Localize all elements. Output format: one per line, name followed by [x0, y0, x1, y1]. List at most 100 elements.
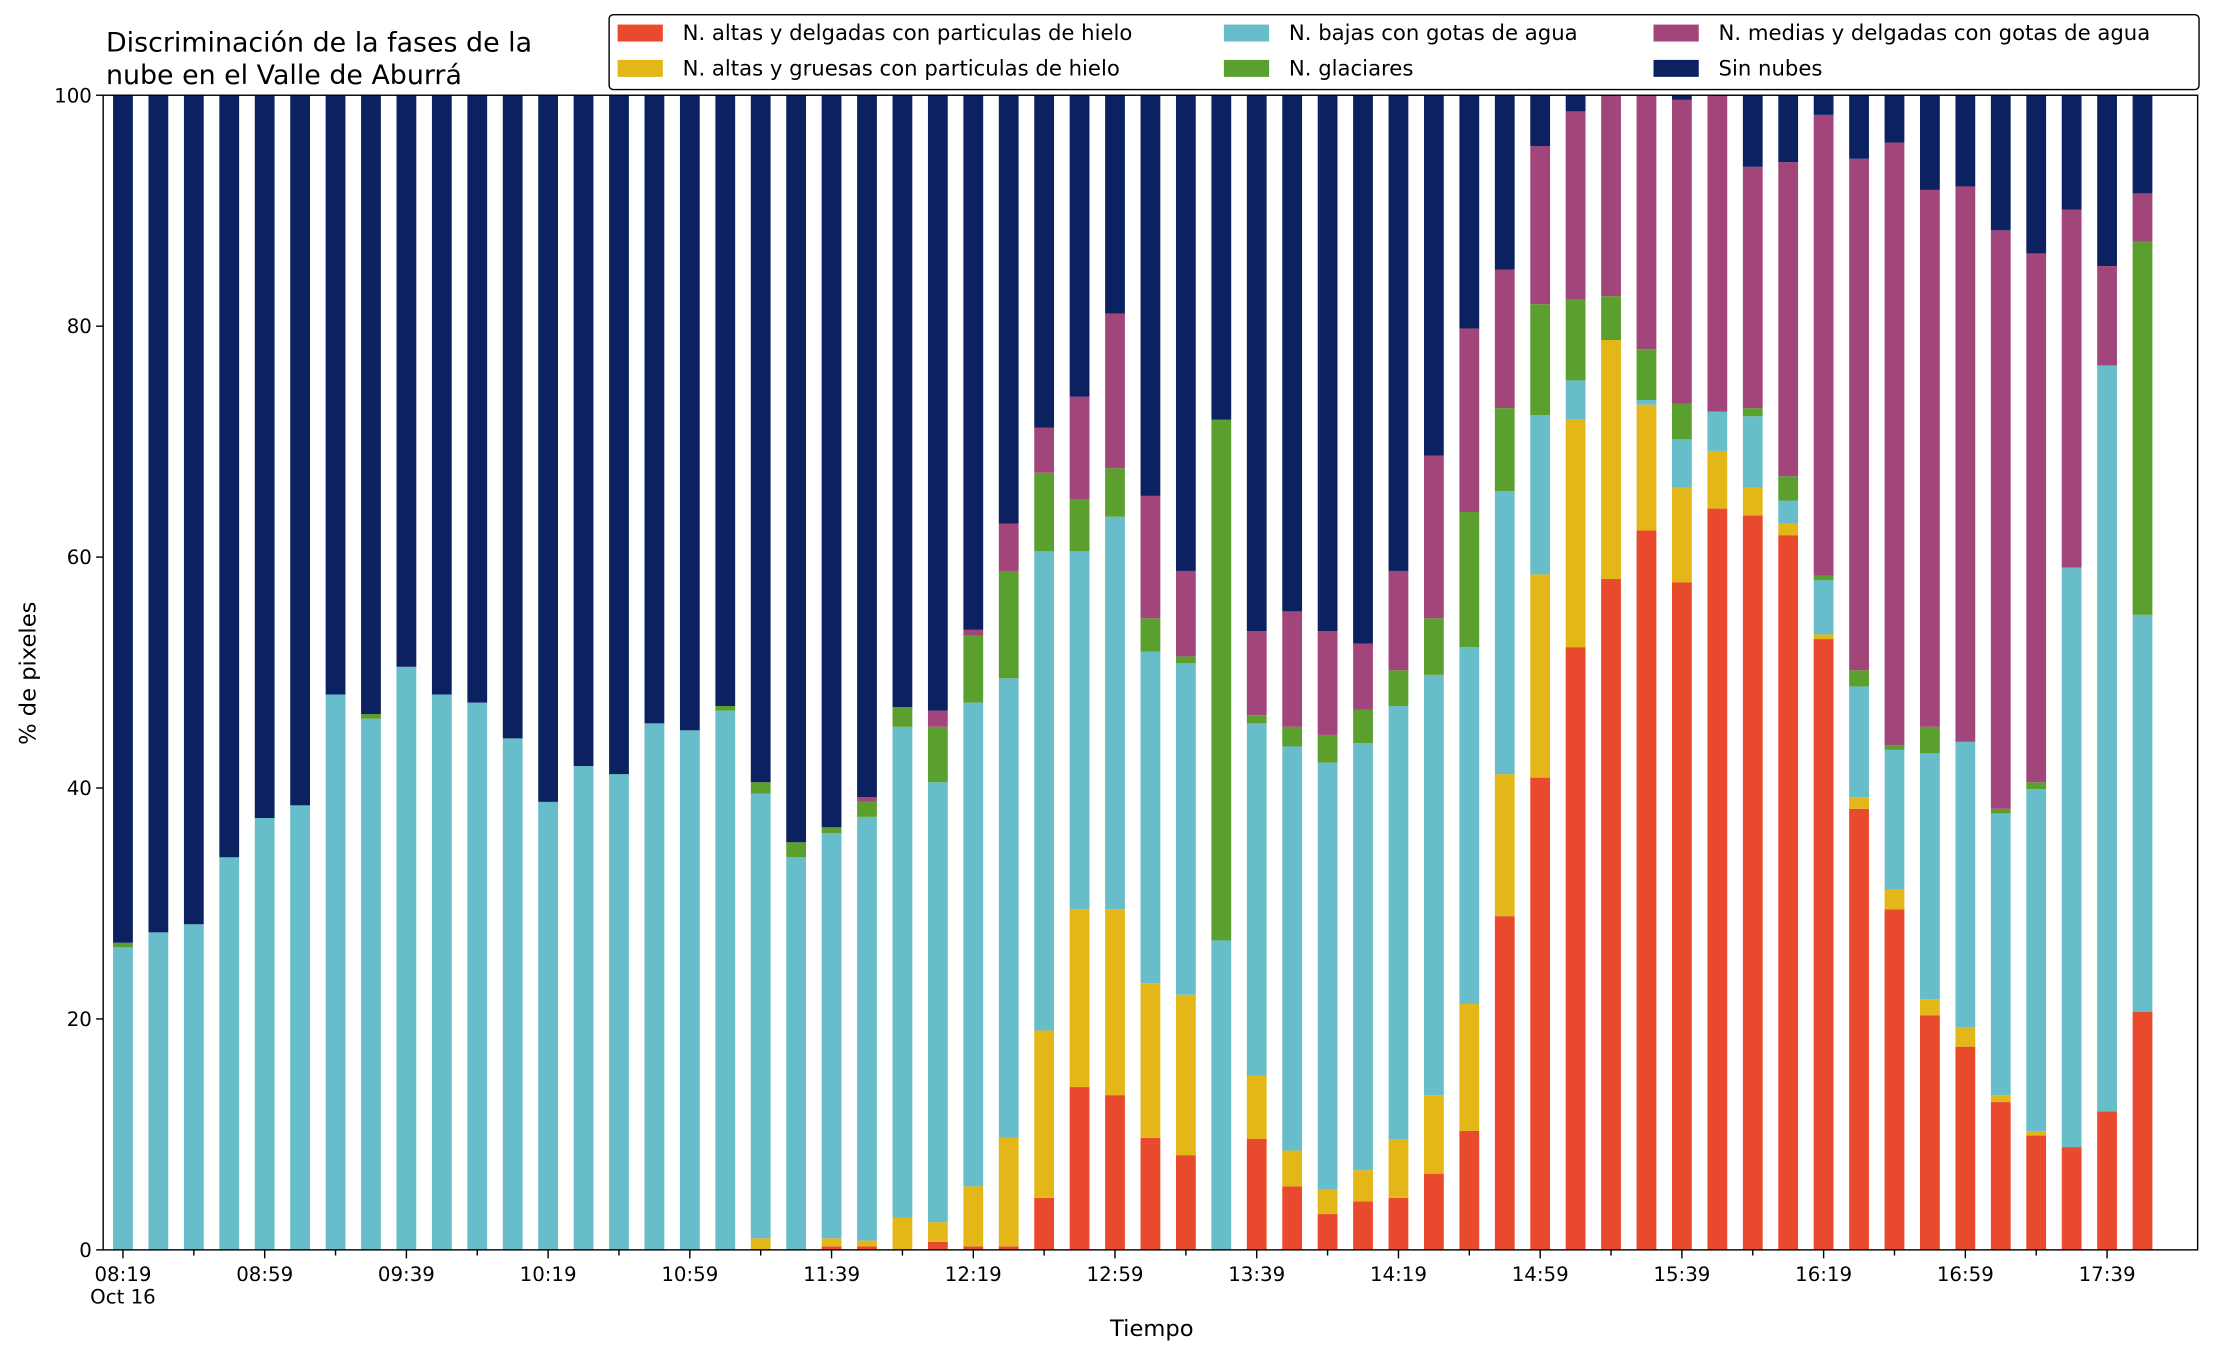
legend-swatch	[1653, 59, 1699, 77]
bar-segment	[644, 723, 665, 1250]
x-tick-label: 08:59	[236, 1263, 293, 1286]
bar-segment	[750, 782, 771, 794]
x-tick-label: 08:19	[94, 1263, 151, 1286]
legend-label: N. glaciares	[1289, 55, 1413, 80]
bar-segment	[1317, 630, 1338, 735]
bar-segment	[1246, 723, 1267, 1076]
bar-segment	[431, 694, 452, 1250]
bar-segment	[1069, 1087, 1090, 1250]
bar-segment	[1565, 647, 1586, 1250]
bar-segment	[361, 714, 381, 719]
bar-segment	[1601, 579, 1621, 1250]
bar-segment	[1849, 95, 1869, 159]
bar-segment	[2097, 1111, 2117, 1250]
bar-segment	[1034, 95, 1055, 428]
bar-segment	[1920, 753, 1940, 1000]
y-tick-label: 20	[67, 1008, 92, 1031]
bar-segment	[1778, 523, 1799, 536]
bar-segment	[1530, 574, 1551, 778]
bar-segment	[1742, 515, 1763, 1250]
bar-segment	[1813, 114, 1834, 576]
bar-segment	[1707, 95, 1728, 412]
bar-segment	[2132, 95, 2153, 194]
bar-segment	[1282, 95, 1303, 612]
bar-segment	[998, 1137, 1019, 1247]
bar-segment	[254, 95, 275, 819]
bar-segment	[290, 805, 310, 1250]
x-tick-label: 17:39	[2079, 1263, 2136, 1286]
bar-segment	[1636, 95, 1657, 350]
plot-frame	[102, 94, 2199, 1251]
bar-segment	[1849, 686, 1869, 798]
bar-segment	[1388, 95, 1409, 571]
bar-segment	[1423, 1095, 1444, 1174]
chart-title: nube en el Valle de Aburrá	[106, 60, 462, 91]
legend-swatch	[617, 24, 663, 42]
bar-segment	[2132, 614, 2153, 1013]
x-tick-label: 11:39	[803, 1263, 860, 1286]
bar-segment	[502, 95, 523, 739]
bar-segment	[1494, 269, 1515, 409]
bar-segment	[467, 702, 488, 1250]
bar-segment	[1565, 419, 1586, 648]
bar-segment	[927, 1222, 948, 1242]
bar-segment	[1388, 570, 1409, 671]
bar-segment	[1955, 186, 1976, 742]
bar-segment	[1034, 472, 1055, 552]
y-tick-label: 40	[67, 777, 92, 800]
bar-segment	[1423, 95, 1444, 456]
bar-segment	[1282, 611, 1303, 727]
bar-segment	[1388, 670, 1409, 707]
bar-segment	[361, 718, 381, 1250]
bar-segment	[1990, 95, 2011, 231]
bar-segment	[998, 1246, 1019, 1250]
bar-segment	[1884, 745, 1905, 750]
bar-segment	[1353, 742, 1373, 1171]
bar-segment	[1175, 1155, 1196, 1250]
bar-segment	[1069, 909, 1090, 1088]
x-tick-label: 16:19	[1795, 1263, 1852, 1286]
bar-segment	[1246, 95, 1267, 631]
bar-segment	[1813, 575, 1834, 581]
bar-segment	[1034, 551, 1055, 1031]
bar-segment	[1246, 1139, 1267, 1250]
x-tick-label: 13:39	[1228, 1263, 1285, 1286]
bar-segment	[821, 1238, 842, 1247]
bar-segment	[927, 95, 948, 711]
bar-segment	[1565, 299, 1586, 381]
bar-segment	[857, 1246, 877, 1250]
bar-segment	[1990, 1102, 2011, 1250]
bar-segment	[1849, 670, 1869, 687]
legend: N. altas y delgadas con particulas de hi…	[608, 13, 2200, 91]
bar-segment	[1317, 95, 1338, 631]
bar-segment	[1140, 618, 1161, 652]
bar-segment	[1317, 762, 1338, 1190]
bar-segment	[715, 706, 736, 711]
bar-segment	[1530, 415, 1551, 575]
x-tick-label: 16:59	[1937, 1263, 1994, 1286]
y-tick-label: 100	[54, 84, 92, 107]
bar-segment	[1423, 618, 1444, 675]
bar-segment	[1884, 749, 1905, 890]
bar-segment	[290, 95, 310, 806]
bar-segment	[892, 1217, 913, 1250]
bar-segment	[1282, 726, 1303, 747]
bar-segment	[1175, 656, 1196, 664]
bar-segment	[715, 710, 736, 1250]
bar-segment	[1175, 95, 1196, 571]
x-tick-label: 14:59	[1512, 1263, 1569, 1286]
bar-segment	[1317, 1189, 1338, 1215]
bar-segment	[2026, 789, 2047, 1131]
bar-segment	[361, 95, 381, 715]
bar-segment	[1565, 95, 1586, 112]
bar-segment	[2061, 209, 2082, 568]
bar-segment	[1423, 1173, 1444, 1250]
bar-segment	[963, 635, 984, 703]
bar-segment	[2097, 266, 2117, 366]
bar-segment	[1246, 630, 1267, 716]
bar-segment	[1105, 909, 1125, 1096]
bar-segment	[1672, 582, 1692, 1250]
bar-segment	[1672, 439, 1692, 488]
bar-segment	[963, 702, 984, 1187]
bar-segment	[998, 95, 1019, 524]
